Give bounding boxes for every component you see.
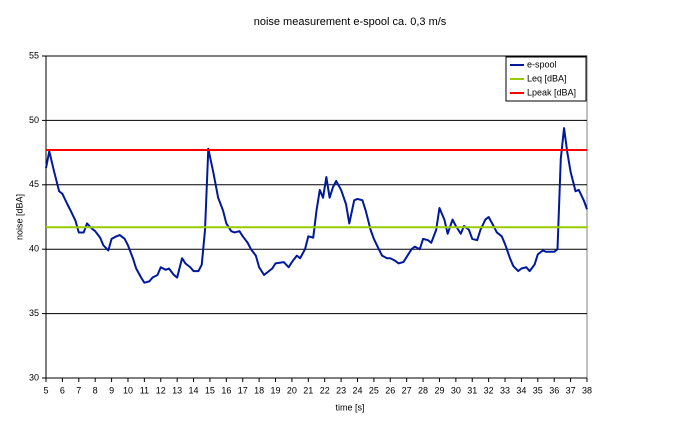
x-tick-label: 11 — [140, 385, 149, 395]
x-tick-label: 15 — [205, 385, 215, 395]
y-tick-label: 30 — [29, 372, 39, 382]
legend-label: e-spool — [527, 59, 557, 69]
x-tick-label: 7 — [76, 385, 81, 395]
x-tick-label: 21 — [303, 385, 313, 395]
x-tick-label: 32 — [484, 385, 494, 395]
x-tick-label: 12 — [156, 385, 166, 395]
x-tick-label: 24 — [352, 385, 362, 395]
y-axis-label: noise [dBA] — [14, 194, 24, 240]
legend-label: Leq [dBA] — [527, 73, 567, 83]
x-tick-label: 38 — [582, 385, 592, 395]
x-tick-label: 13 — [172, 385, 182, 395]
legend-label: Lpeak [dBA] — [527, 87, 576, 97]
x-tick-label: 31 — [467, 385, 477, 395]
x-tick-label: 10 — [123, 385, 133, 395]
x-tick-label: 26 — [385, 385, 395, 395]
x-tick-label: 23 — [336, 385, 346, 395]
x-tick-label: 17 — [238, 385, 248, 395]
x-tick-label: 33 — [500, 385, 510, 395]
chart-title: noise measurement e-spool ca. 0,3 m/s — [254, 16, 447, 28]
series-line — [45, 127, 588, 284]
y-tick-label: 50 — [29, 115, 39, 125]
x-tick-label: 22 — [320, 385, 330, 395]
x-tick-label: 36 — [549, 385, 559, 395]
x-tick-label: 27 — [402, 385, 412, 395]
x-tick-label: 37 — [566, 385, 576, 395]
x-tick-label: 6 — [60, 385, 65, 395]
x-tick-label: 18 — [254, 385, 264, 395]
x-tick-label: 29 — [434, 385, 444, 395]
x-tick-label: 9 — [109, 385, 114, 395]
y-tick-label: 40 — [29, 244, 39, 254]
x-tick-label: 34 — [516, 385, 526, 395]
x-tick-label: 8 — [93, 385, 98, 395]
x-tick-label: 35 — [533, 385, 543, 395]
x-axis-label: time [s] — [335, 402, 364, 412]
x-tick-label: 5 — [43, 385, 48, 395]
x-tick-label: 20 — [287, 385, 297, 395]
x-tick-label: 16 — [221, 385, 231, 395]
y-tick-label: 45 — [29, 179, 39, 189]
x-tick-label: 25 — [369, 385, 379, 395]
x-tick-label: 30 — [451, 385, 461, 395]
y-tick-label: 35 — [29, 308, 39, 318]
y-tick-label: 55 — [29, 50, 39, 60]
x-tick-label: 28 — [418, 385, 428, 395]
x-tick-label: 19 — [271, 385, 281, 395]
x-tick-label: 14 — [189, 385, 199, 395]
